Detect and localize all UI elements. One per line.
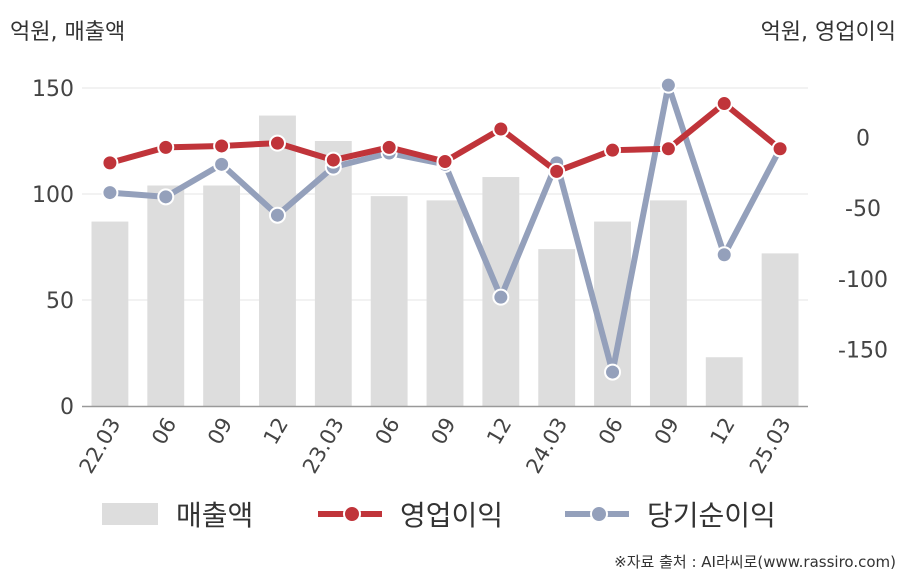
revenue-bars <box>91 115 799 406</box>
series-point <box>213 155 231 173</box>
series-point <box>101 154 119 172</box>
series-point <box>324 151 342 169</box>
series-point <box>213 137 231 155</box>
left-tick-label: 0 <box>60 395 74 420</box>
x-tick-label: 12 <box>259 414 293 449</box>
x-tick-label: 25.03 <box>745 414 796 478</box>
series-point <box>659 140 677 158</box>
legend-swatch-operating-profit <box>318 505 382 523</box>
right-tick-label: -100 <box>838 268 888 293</box>
x-tick-label: 09 <box>203 414 237 449</box>
series-point <box>268 134 286 152</box>
x-tick-label: 24.03 <box>521 414 572 478</box>
x-tick-label: 09 <box>426 414 460 449</box>
revenue-bar <box>649 200 687 406</box>
x-tick-label: 06 <box>147 414 181 449</box>
source-note: ※자료 출처 : AI라씨로(www.rassiro.com) <box>614 553 896 571</box>
x-tick-label: 06 <box>594 414 628 449</box>
legend-item-operating-profit: 영업이익 <box>318 494 503 534</box>
x-tick-label: 22.03 <box>75 414 126 478</box>
series-point <box>157 138 175 156</box>
revenue-bar <box>370 196 408 406</box>
legend-item-net-income: 당기순이익 <box>565 494 776 534</box>
series-point <box>268 206 286 224</box>
revenue-bar <box>314 141 352 406</box>
legend-swatch-revenue <box>102 503 158 525</box>
right-tick-label: -150 <box>838 338 888 363</box>
right-tick-label: 0 <box>856 126 870 151</box>
revenue-bar <box>761 253 799 406</box>
right-axis-unit-label: 억원, 영업이익 <box>760 20 896 45</box>
profit-lines <box>101 76 789 381</box>
legend-swatch-net-income <box>565 505 629 523</box>
series-point <box>101 184 119 202</box>
x-tick-label: 06 <box>371 414 405 449</box>
revenue-bar <box>147 185 185 406</box>
legend-label-revenue: 매출액 <box>176 499 254 532</box>
left-tick-label: 150 <box>32 77 74 102</box>
revenue-bar <box>426 200 464 406</box>
x-tick-label: 09 <box>650 414 684 449</box>
series-point <box>157 188 175 206</box>
legend-item-revenue: 매출액 <box>102 494 253 534</box>
series-point <box>380 138 398 156</box>
revenue-bar <box>538 249 576 406</box>
series-point <box>659 76 677 94</box>
left-tick-label: 100 <box>32 183 74 208</box>
left-axis-unit-label: 억원, 매출액 <box>10 20 126 45</box>
x-tick-label: 23.03 <box>298 414 349 478</box>
legend-label-net-income: 당기순이익 <box>647 499 776 532</box>
series-point <box>492 288 510 306</box>
series-point <box>771 140 789 158</box>
series-point <box>604 363 622 381</box>
revenue-bar <box>705 357 743 406</box>
revenue-bar <box>259 115 296 406</box>
series-point <box>715 95 733 113</box>
revenue-bar <box>91 221 129 406</box>
x-tick-label: 12 <box>706 414 740 449</box>
legend-label-operating-profit: 영업이익 <box>400 499 504 532</box>
left-tick-label: 50 <box>46 289 74 314</box>
revenue-bar <box>203 185 241 406</box>
series-point <box>492 120 510 138</box>
series-point <box>436 152 454 170</box>
series-point <box>604 141 622 159</box>
x-tick-label: 12 <box>482 414 516 449</box>
series-point <box>548 162 566 180</box>
right-tick-label: -50 <box>845 197 881 222</box>
series-point <box>715 246 733 264</box>
